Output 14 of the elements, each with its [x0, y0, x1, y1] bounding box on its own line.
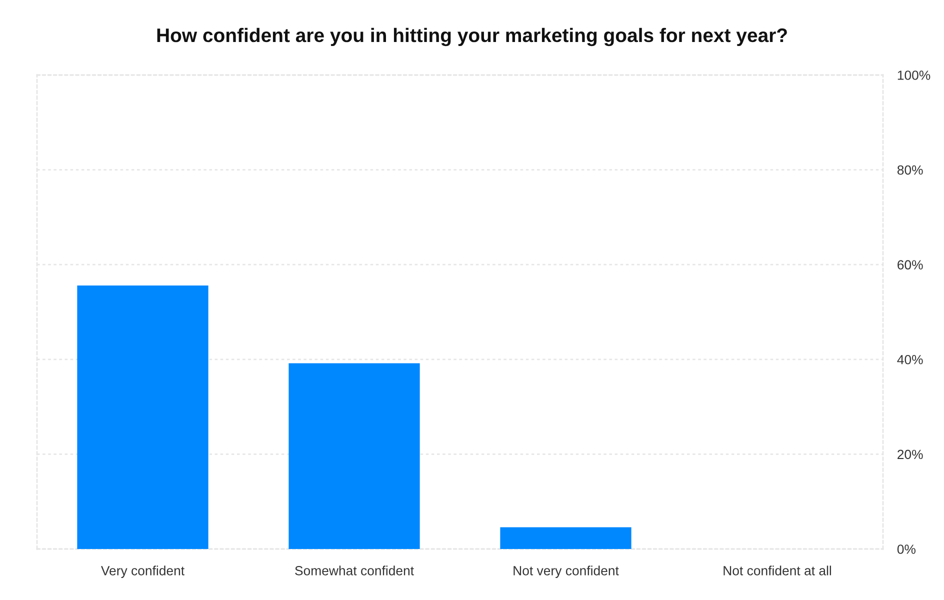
bar [500, 527, 632, 549]
y-tick-label: 0% [897, 544, 916, 554]
bar [288, 363, 420, 549]
y-tick-label: 60% [898, 260, 923, 270]
y-tick-label: 40% [897, 354, 923, 364]
chart-title: How confident are you in hitting your marketing goals for next year? [157, 28, 787, 46]
x-tick-label: Not very confident [514, 566, 619, 578]
x-tick-label: Very confident [101, 566, 184, 578]
y-tick-label: 80% [897, 165, 923, 175]
y-tick-label: 20% [898, 450, 923, 460]
bar [77, 285, 208, 549]
x-tick-label: Somewhat confident [295, 566, 414, 576]
y-tick-label: 100% [898, 70, 930, 80]
x-tick-label: Not confident at all [724, 566, 832, 576]
